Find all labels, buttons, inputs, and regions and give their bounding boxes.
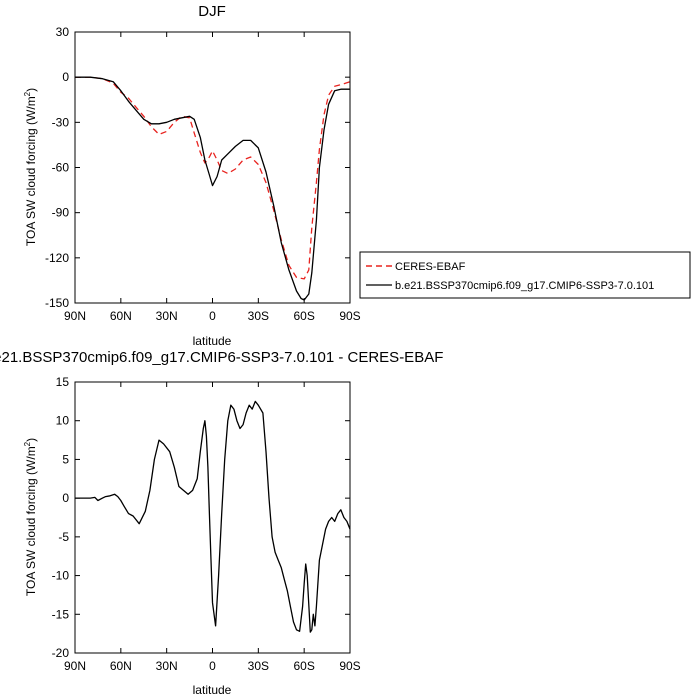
top-x-tick-label: 60S — [293, 309, 314, 323]
bottom-chart-title: b.e21.BSSP370cmip6.f09_g17.CMIP6-SSP3-7.… — [0, 349, 443, 366]
bottom-chart-ticks: 90N 60N 30N 0 30S 60S 90S 15 10 5 0 -5 -10 -15 -20 — [52, 375, 361, 673]
bottom-y-tick-label: -15 — [52, 607, 70, 621]
top-chart-ylabel-close: ) — [24, 88, 38, 92]
top-x-tick-label: 30S — [248, 309, 269, 323]
top-chart: DJF 90N 60N 30N 0 30S 60S 90S 30 0 -30 -60 -90 -120 -… — [23, 3, 691, 348]
top-y-tick-label: -30 — [52, 115, 70, 129]
legend: CERES-EBAF b.e21.BSSP370cmip6.f09_g17.CM… — [359, 251, 691, 299]
legend-box — [359, 251, 691, 299]
top-x-tick-label: 90S — [339, 309, 360, 323]
bottom-chart-series — [75, 400, 351, 633]
bottom-y-tick-label: -20 — [52, 646, 70, 660]
bottom-chart-ylabel: TOA SW cloud forcing (W/m2) — [23, 438, 38, 596]
top-y-tick-label: -120 — [45, 251, 69, 265]
top-chart-ylabel-sup: 2 — [23, 91, 32, 96]
bottom-series-line-0 — [75, 400, 351, 633]
bottom-chart-ylabel-main: TOA SW cloud forcing (W/m — [24, 446, 38, 596]
bottom-y-tick-label: 15 — [56, 375, 70, 389]
top-chart-ticks: 90N 60N 30N 0 30S 60S 90S 30 0 -30 -60 -90 -120 -150 — [45, 25, 361, 323]
bottom-x-tick-label: 60S — [293, 659, 314, 673]
bottom-x-tick-label: 30S — [248, 659, 269, 673]
bottom-chart-xlabel: latitude — [193, 683, 232, 697]
top-y-tick-label: -60 — [52, 161, 70, 175]
legend-label-ceres: CERES-EBAF — [395, 261, 466, 273]
bottom-x-tick-label: 90S — [339, 659, 360, 673]
top-x-tick-label: 90N — [64, 309, 86, 323]
top-series-line-1 — [75, 76, 350, 301]
top-chart-series — [75, 76, 351, 301]
bottom-chart: b.e21.BSSP370cmip6.f09_g17.CMIP6-SSP3-7.… — [0, 349, 443, 697]
bottom-y-tick-label: 10 — [56, 414, 70, 428]
top-y-tick-label: -90 — [52, 206, 70, 220]
bottom-x-tick-label: 30N — [156, 659, 178, 673]
bottom-chart-frame — [74, 381, 351, 654]
bottom-x-tick-label: 90N — [64, 659, 86, 673]
bottom-chart-ylabel-sup: 2 — [23, 441, 32, 446]
top-chart-title: DJF — [198, 3, 226, 20]
top-y-tick-label: 30 — [56, 25, 70, 39]
top-x-tick-label: 30N — [156, 309, 178, 323]
top-chart-ylabel-main: TOA SW cloud forcing (W/m — [24, 96, 38, 246]
bottom-y-tick-label: 0 — [62, 491, 69, 505]
top-x-tick-label: 60N — [110, 309, 132, 323]
top-chart-ylabel: TOA SW cloud forcing (W/m2) — [23, 88, 38, 246]
bottom-y-tick-label: -5 — [58, 530, 69, 544]
bottom-y-tick-label: -10 — [52, 569, 70, 583]
top-x-tick-label: 0 — [209, 309, 216, 323]
legend-label-model: b.e21.BSSP370cmip6.f09_g17.CMIP6-SSP3-7.… — [395, 280, 654, 292]
top-y-tick-label: 0 — [62, 70, 69, 84]
top-chart-frame — [74, 31, 351, 304]
bottom-chart-ylabel-close: ) — [24, 438, 38, 442]
top-chart-xlabel: latitude — [193, 334, 232, 348]
bottom-x-tick-label: 0 — [209, 659, 216, 673]
bottom-x-tick-label: 60N — [110, 659, 132, 673]
top-y-tick-label: -150 — [45, 296, 69, 310]
top-series-line-0 — [75, 76, 351, 280]
bottom-y-tick-label: 5 — [62, 452, 69, 466]
